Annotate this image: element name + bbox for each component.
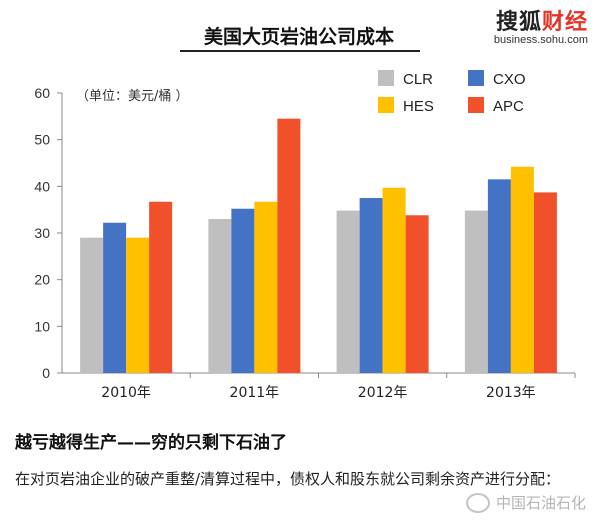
y-tick-label: 40 [34,178,50,194]
legend-swatch-hes [378,97,394,113]
bar-apc-1 [277,118,301,374]
bar-clr-1 [208,219,232,373]
title-underline [180,50,420,52]
unit-label: （单位：美元/桶 ） [76,89,189,104]
bar-hes-0 [126,237,150,373]
bar-clr-2 [336,210,360,373]
y-tick-label: 30 [34,225,50,241]
x-tick-label: 2012年 [358,385,408,401]
wechat-watermark: 中国石油石化 [465,492,586,513]
bar-apc-0 [149,201,173,373]
y-tick-label: 60 [34,85,50,101]
y-tick-label: 50 [34,132,50,148]
bar-apc-3 [533,192,557,373]
y-tick-label: 20 [34,272,50,288]
x-tick-label: 2013年 [486,385,536,401]
legend-swatch-clr [378,70,394,86]
bar-hes-1 [254,201,278,373]
x-tick-label: 2010年 [101,385,151,401]
brand-name-part1: 搜狐 [495,10,542,35]
bar-hes-2 [382,187,406,373]
legend-swatch-cxo [468,70,484,86]
article-headline: 越亏越得生产——穷的只剩下石油了 [15,433,287,453]
legend-label-apc: APC [493,98,524,115]
sohu-finance-logo: 搜狐财经 business.sohu.com [494,4,588,46]
x-tick-label: 2011年 [230,385,280,401]
bar-cxo-3 [487,179,511,373]
y-tick-label: 10 [34,318,50,334]
brand-name-part2: 财经 [541,10,588,35]
bar-chart: 0 10 20 30 40 50 60 （单位：美元/桶 ） 2010年 2011年 2012年 20… [34,70,576,401]
legend-swatch-apc [468,97,484,113]
wechat-icon [465,492,490,513]
bar-cxo-1 [231,208,255,373]
legend-label-hes: HES [403,98,434,115]
legend-label-clr: CLR [403,71,433,88]
article-body-text: 在对页岩油企业的破产重整/清算过程中，债权人和股东就公司剩余资产进行分配： [15,470,561,488]
brand-url: business.sohu.com [493,34,588,46]
y-tick-label: 0 [42,365,50,381]
watermark-text: 中国石油石化 [495,494,586,512]
bar-cxo-2 [359,198,383,373]
chart-title: 美国大页岩油公司成本 [203,26,394,48]
bar-clr-3 [464,210,488,373]
bar-cxo-0 [103,222,127,373]
bar-apc-2 [405,215,429,373]
bar-clr-0 [80,237,104,373]
bar-hes-3 [510,166,534,373]
legend-label-cxo: CXO [493,71,526,88]
